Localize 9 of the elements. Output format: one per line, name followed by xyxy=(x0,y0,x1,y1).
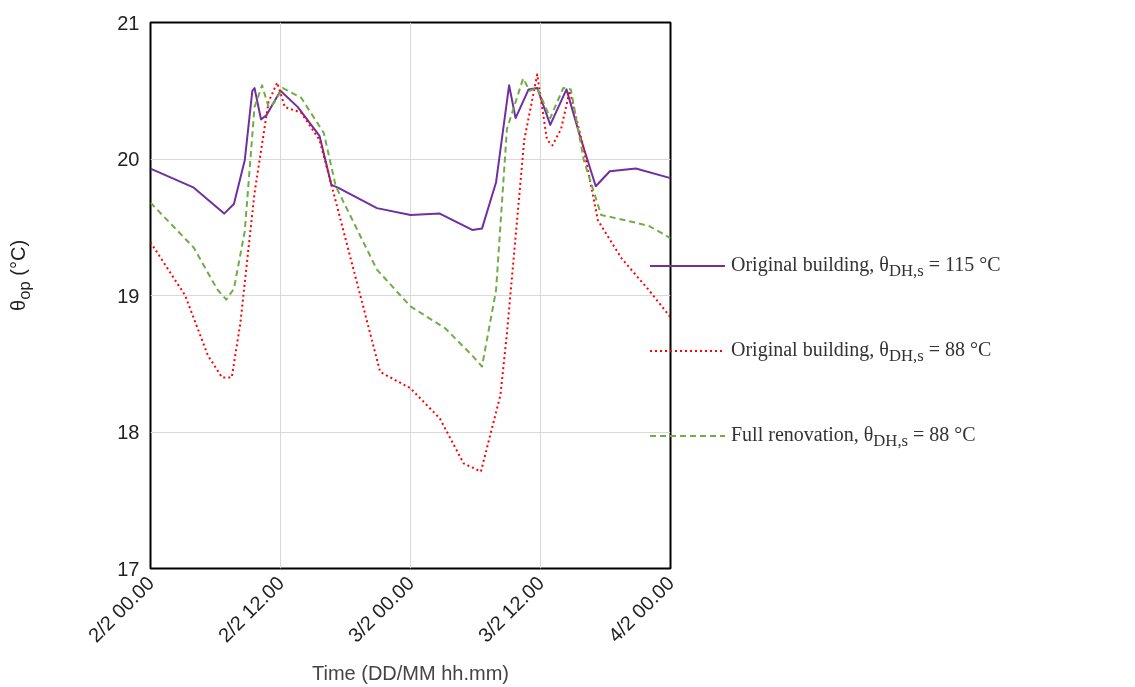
legend-label: Original building, θ$_{DH,s}$ = 115 °C xyxy=(731,252,1001,282)
x-axis-title: Time (DD/MM hh.mm) xyxy=(311,662,510,685)
legend-label: Full renovation, θ$_{DH,s}$ = 88 °C xyxy=(731,421,976,452)
y-tick-label: 18 xyxy=(117,421,140,443)
y-tick-label: 20 xyxy=(117,148,140,170)
legend-label: Original building, θ$_{DH,s}$ = 88 °C xyxy=(731,336,992,367)
y-tick-label: 17 xyxy=(117,557,140,580)
y-tick-label: 21 xyxy=(117,11,140,34)
y-tick-label: 19 xyxy=(117,284,140,307)
